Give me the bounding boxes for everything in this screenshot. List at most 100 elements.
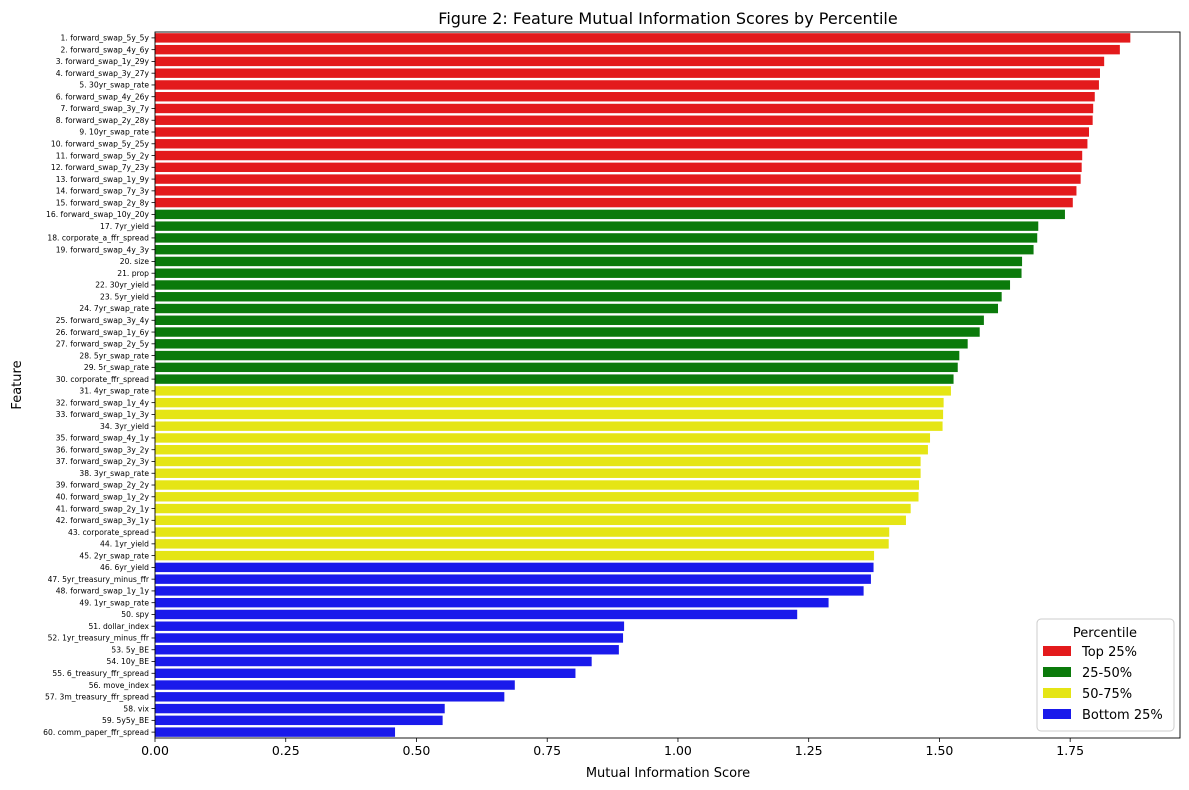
bar <box>155 315 984 325</box>
y-tick-label: 25. forward_swap_3y_4y <box>56 316 150 325</box>
y-tick-label: 5. 30yr_swap_rate <box>79 81 149 90</box>
bar <box>155 645 619 655</box>
bar <box>155 668 576 678</box>
legend-swatch <box>1043 667 1071 677</box>
bar <box>155 656 592 667</box>
bar <box>155 303 999 314</box>
bar <box>155 80 1099 90</box>
y-tick-label: 14. forward_swap_7y_3y <box>56 187 150 196</box>
y-tick-label: 2. forward_swap_4y_6y <box>61 45 150 54</box>
y-tick-label: 54. 10y_BE <box>107 657 150 666</box>
y-axis-label: Feature <box>10 360 25 409</box>
y-tick-label: 7. forward_swap_3y_7y <box>61 104 150 113</box>
bar <box>155 597 829 608</box>
y-tick-label: 4. forward_swap_3y_27y <box>56 69 150 78</box>
bar <box>155 633 624 643</box>
y-tick-label: 36. forward_swap_3y_2y <box>56 445 150 454</box>
bar <box>155 256 1023 267</box>
y-tick-label: 13. forward_swap_1y_9y <box>56 175 150 184</box>
bar <box>155 456 921 467</box>
y-tick-label: 23. 5yr_yield <box>100 292 149 301</box>
x-tick-label: 0.75 <box>533 743 561 758</box>
bar <box>155 44 1120 55</box>
legend-swatch <box>1043 688 1071 698</box>
y-tick-label: 60. comm_paper_ffr_spread <box>43 728 149 737</box>
y-tick-label: 58. vix <box>123 704 149 713</box>
y-tick-label: 43. corporate_spread <box>68 528 149 537</box>
y-tick-label: 37. forward_swap_2y_3y <box>56 457 150 466</box>
y-tick-label: 59. 5y5y_BE <box>102 716 149 725</box>
bar <box>155 68 1100 78</box>
bar <box>155 527 890 537</box>
y-tick-label: 12. forward_swap_7y_23y <box>51 163 150 172</box>
bar <box>155 680 515 690</box>
y-tick-label: 29. 5r_swap_rate <box>84 363 149 372</box>
x-axis-label: Mutual Information Score <box>586 766 750 781</box>
bar <box>155 103 1094 114</box>
y-tick-label: 22. 30yr_yield <box>95 281 149 290</box>
bar <box>155 115 1093 125</box>
y-tick-label: 52. 1yr_treasury_minus_ffr <box>48 634 150 643</box>
y-tick-label: 10. forward_swap_5y_25y <box>51 139 150 148</box>
x-tick-label: 1.25 <box>795 743 823 758</box>
bar <box>155 503 911 514</box>
y-tick-label: 24. 7yr_swap_rate <box>79 304 149 313</box>
y-tick-label: 39. forward_swap_2y_2y <box>56 481 150 490</box>
y-tick-label: 32. forward_swap_1y_4y <box>56 398 150 407</box>
y-tick-label: 20. size <box>120 257 150 266</box>
legend-swatch <box>1043 709 1071 719</box>
x-tick-label: 1.75 <box>1056 743 1084 758</box>
legend-label: 50-75% <box>1082 687 1132 702</box>
y-tick-label: 53. 5y_BE <box>111 645 149 654</box>
bar <box>155 221 1039 231</box>
legend-label: Bottom 25% <box>1082 708 1163 723</box>
bar <box>155 174 1081 184</box>
bar <box>155 397 944 408</box>
y-tick-label: 35. forward_swap_4y_1y <box>56 434 150 443</box>
y-tick-label: 55. 6_treasury_ffr_spread <box>52 669 149 678</box>
legend-swatch <box>1043 646 1071 656</box>
bar <box>155 515 906 526</box>
y-tick-label: 3. forward_swap_1y_29y <box>56 57 150 66</box>
x-tick-label: 1.00 <box>664 743 692 758</box>
y-tick-label: 51. dollar_index <box>88 622 149 631</box>
y-tick-label: 34. 3yr_yield <box>100 422 149 431</box>
y-tick-label: 33. forward_swap_1y_3y <box>56 410 150 419</box>
bar <box>155 33 1131 43</box>
bar <box>155 692 505 702</box>
y-tick-label: 49. 1yr_swap_rate <box>79 598 149 607</box>
y-tick-label: 1. forward_swap_5y_5y <box>61 34 150 43</box>
y-tick-label: 56. move_index <box>89 681 150 690</box>
bar <box>155 150 1083 161</box>
x-tick-label: 1.50 <box>926 743 954 758</box>
y-tick-label: 38. 3yr_swap_rate <box>79 469 149 478</box>
y-tick-label: 44. 1yr_yield <box>100 540 149 549</box>
bar <box>155 492 919 502</box>
y-tick-label: 45. 2yr_swap_rate <box>79 551 149 560</box>
y-tick-label: 17. 7yr_yield <box>100 222 149 231</box>
legend-label: Top 25% <box>1081 645 1137 660</box>
legend-title: Percentile <box>1073 626 1137 641</box>
legend-frame <box>1036 618 1175 732</box>
x-axis-ticks: 0.00 0.25 0.50 0.75 1.00 1.25 1.50 1.75 <box>141 738 1084 758</box>
y-tick-label: 11. forward_swap_5y_2y <box>56 151 150 160</box>
y-tick-label: 6. forward_swap_4y_26y <box>56 92 150 101</box>
y-tick-label: 8. forward_swap_2y_28y <box>56 116 150 125</box>
legend-label: 25-50% <box>1082 666 1132 681</box>
y-tick-label: 40. forward_swap_1y_2y <box>56 492 150 501</box>
bar <box>155 339 968 349</box>
bar <box>155 244 1034 255</box>
bar <box>155 233 1038 243</box>
legend: Percentile Top 25% 25-50% 50-75% Bottom 25% <box>1036 618 1175 732</box>
y-tick-label: 31. 4yr_swap_rate <box>79 387 149 396</box>
bar <box>155 609 798 620</box>
y-tick-label: 18. corporate_a_ffr_spread <box>47 234 149 243</box>
bar <box>155 280 1011 290</box>
y-tick-label: 50. spy <box>121 610 149 619</box>
y-tick-label: 16. forward_swap_10y_20y <box>46 210 149 219</box>
bar <box>155 421 943 431</box>
bar <box>155 727 396 737</box>
bar <box>155 350 960 361</box>
bar <box>155 186 1077 196</box>
bar <box>155 574 871 584</box>
